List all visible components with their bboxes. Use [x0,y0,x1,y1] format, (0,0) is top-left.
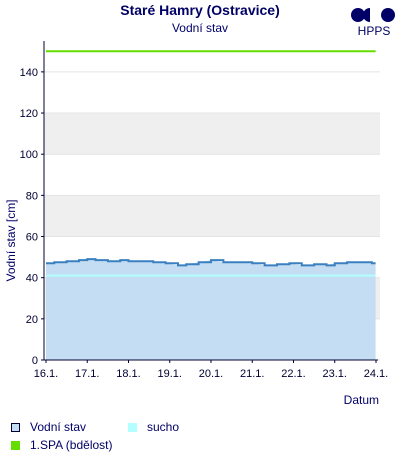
chart-subtitle: Vodní stav [171,21,229,35]
legend-swatch-water-level [11,423,20,432]
y-tick-label: 100 [20,149,38,161]
x-tick-label: 23.1. [323,368,347,380]
legend-label-drought: sucho [147,420,180,434]
hpps-logo [351,8,395,22]
x-tick-label: 16.1. [34,368,58,380]
grid-band-top [44,41,380,72]
y-axis-label: Vodní stav [cm] [4,199,18,281]
y-tick-label: 80 [26,190,38,202]
x-axis-label: Datum [344,393,379,407]
y-tick-label: 140 [20,67,38,79]
legend-swatch-drought [128,423,137,432]
legend-label-water-level: Vodní stav [30,420,87,434]
x-tick-label: 21.1. [240,368,264,380]
x-tick-label: 20.1. [199,368,223,380]
y-tick-label: 60 [26,232,38,244]
y-tick-label: 0 [32,355,38,367]
water-level-line [46,258,376,267]
y-tick-label: 120 [20,108,38,120]
legend-label-spa1: 1.SPA (bdělost) [30,438,113,452]
grid-band [44,195,380,237]
x-tick-label: 18.1. [116,368,140,380]
water-level-area [46,259,376,360]
legend-swatch-spa1 [11,441,20,450]
x-tick-label: 24.1. [364,368,388,380]
logo-text: HPPS [357,24,391,38]
x-tick-label: 22.1. [281,368,305,380]
x-tick-label: 17.1. [75,368,99,380]
y-tick-label: 40 [26,273,38,285]
grid-band [44,113,380,155]
y-tick-label: 20 [26,314,38,326]
x-tick-label: 19.1. [158,368,182,380]
chart-title: Staré Hamry (Ostravice) [120,2,280,18]
